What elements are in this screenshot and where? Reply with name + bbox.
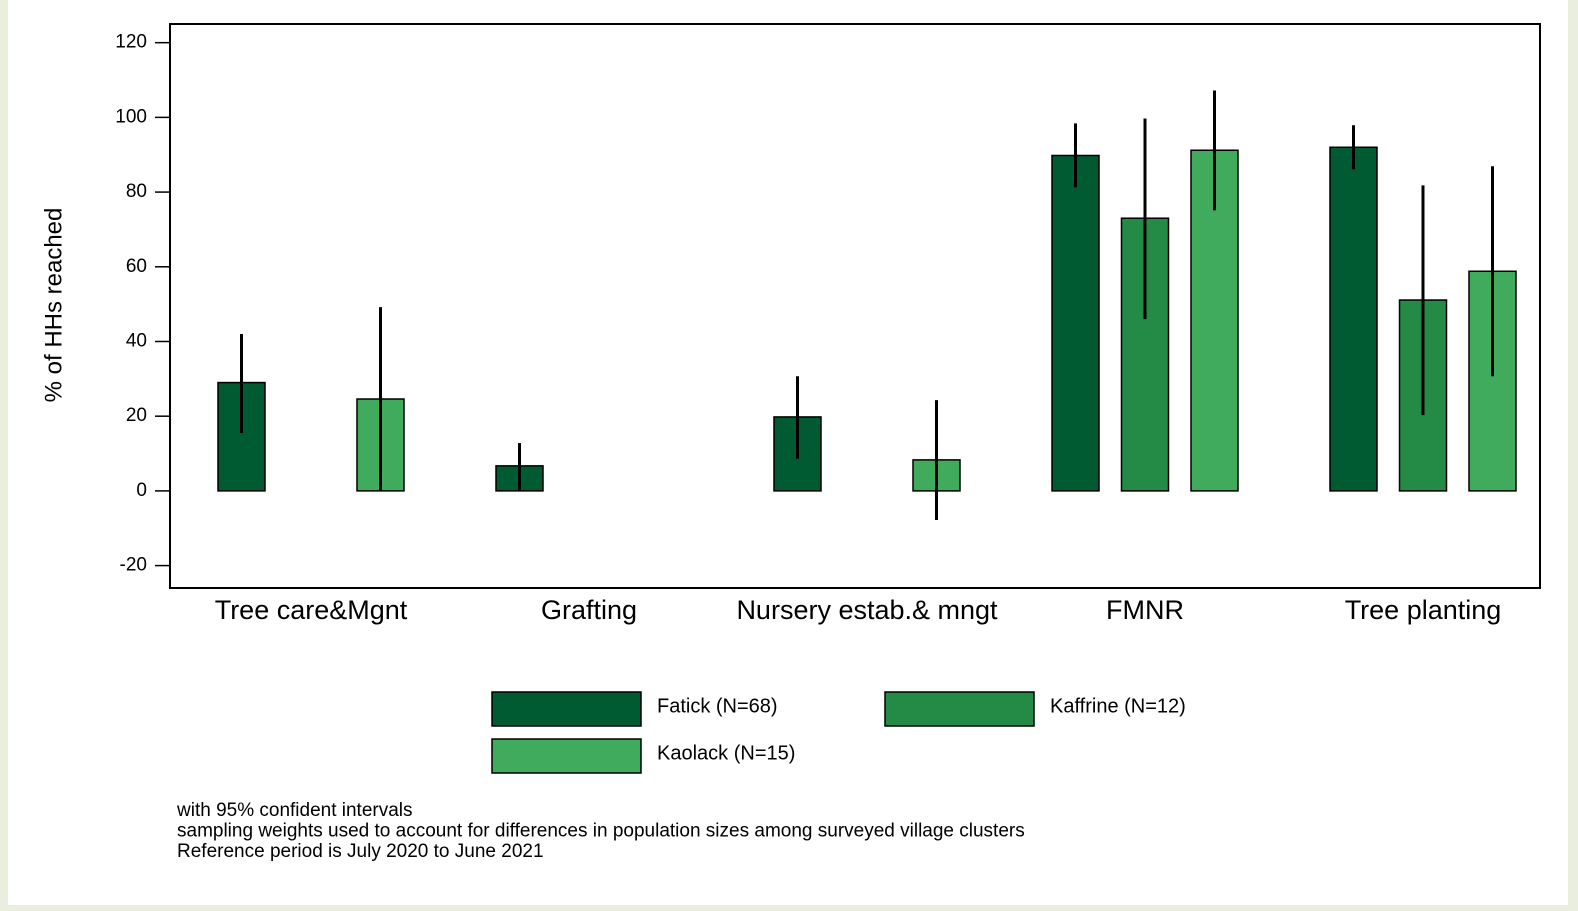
y-tick-label: 80 xyxy=(126,181,147,202)
bar xyxy=(1329,146,1378,492)
y-tick-label: 0 xyxy=(136,480,147,501)
y-tick-label: -20 xyxy=(120,555,147,576)
x-tick-label: FMNR xyxy=(1106,595,1184,625)
note: with 95% confident intervals xyxy=(176,800,413,821)
y-axis-label: % of HHs reached xyxy=(40,208,67,403)
y-tick-label: 40 xyxy=(126,330,147,351)
legend-swatch xyxy=(491,691,642,727)
bar xyxy=(1051,154,1100,492)
x-tick-label: Tree care&Mgnt xyxy=(215,595,408,625)
legend-label: Fatick (N=68) xyxy=(657,695,778,717)
plot-frame xyxy=(169,23,1541,589)
legend-swatch xyxy=(491,738,642,774)
y-tick-label: 100 xyxy=(115,106,147,127)
y-tick-label: 120 xyxy=(115,32,147,53)
note: sampling weights used to account for dif… xyxy=(177,821,1025,842)
legend-label: Kaffrine (N=12) xyxy=(1050,695,1186,717)
x-tick-label: Tree planting xyxy=(1345,595,1502,625)
x-tick-label: Nursery estab.& mngt xyxy=(736,595,998,625)
y-tick-label: 20 xyxy=(126,405,147,426)
y-tick-label: 60 xyxy=(126,256,147,277)
x-tick-label: Grafting xyxy=(541,595,637,625)
legend-label: Kaolack (N=15) xyxy=(657,742,795,764)
legend-swatch xyxy=(884,691,1035,727)
note: Reference period is July 2020 to June 20… xyxy=(177,841,544,862)
